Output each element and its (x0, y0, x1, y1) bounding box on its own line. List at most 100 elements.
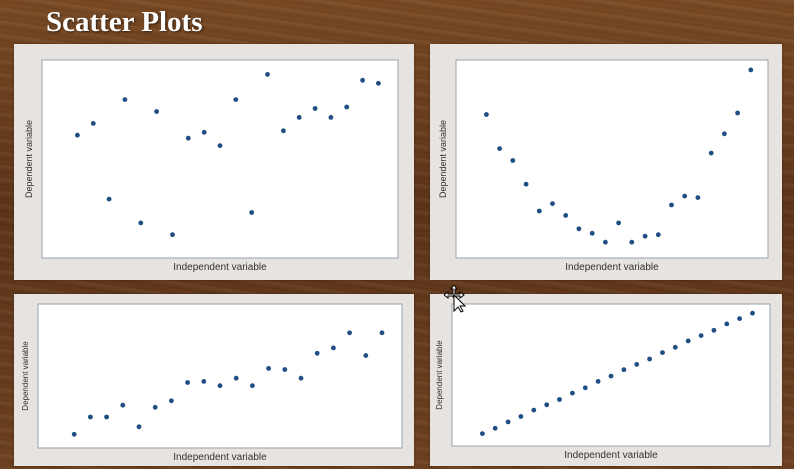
data-point (672, 344, 678, 350)
data-point (647, 356, 652, 362)
data-point (75, 132, 80, 138)
data-point (265, 72, 270, 77)
data-point (138, 220, 144, 226)
x-axis-label: Independent variable (565, 262, 659, 273)
data-point (106, 196, 112, 202)
data-point (152, 404, 158, 410)
data-point (363, 353, 369, 358)
data-point (544, 402, 550, 408)
data-point (518, 414, 524, 419)
data-point (201, 379, 207, 384)
data-point (748, 67, 754, 73)
data-point (480, 431, 485, 436)
data-point (557, 397, 562, 402)
data-point (331, 345, 336, 351)
scatter-chart: Independent variable Dependent variable (438, 59, 769, 273)
data-point (722, 131, 727, 137)
data-point (550, 201, 555, 207)
x-axis-label: Independent variable (564, 450, 658, 461)
data-point (360, 77, 365, 83)
data-point (595, 379, 601, 384)
data-point (484, 112, 489, 117)
data-point (497, 146, 502, 151)
data-point (122, 97, 128, 102)
data-point (576, 226, 582, 232)
data-point (154, 109, 160, 114)
data-point (281, 128, 286, 134)
y-axis-label: Dependent variable (438, 120, 448, 198)
data-point (379, 330, 385, 336)
data-point (90, 121, 96, 126)
data-point (217, 383, 223, 389)
plot-area (41, 59, 399, 259)
data-point (312, 106, 318, 111)
data-point (88, 414, 93, 420)
scatter-panel-moderate-linear: Independent variable Dependent variable (14, 294, 414, 466)
data-point (711, 327, 717, 333)
data-point (344, 104, 350, 110)
data-point (629, 239, 635, 245)
data-point (642, 233, 648, 239)
data-point (698, 333, 704, 338)
scatter-panel-random: Independent variable Dependent variable (14, 44, 414, 280)
scatter-panel-perfect-linear: Independent variable Dependent variable (430, 294, 782, 466)
data-point (655, 232, 661, 238)
data-point (616, 220, 621, 226)
slide-title: Scatter Plots (46, 6, 203, 38)
data-point (185, 135, 191, 141)
data-point (296, 115, 302, 120)
y-axis-label: Dependent variable (21, 341, 30, 411)
data-point (608, 373, 614, 379)
data-point (536, 208, 542, 214)
data-point (570, 390, 575, 396)
data-point (201, 129, 207, 135)
data-point (328, 115, 334, 120)
data-point (750, 310, 755, 316)
scatter-chart: Independent variable Dependent variable (21, 303, 403, 463)
scatter-chart: Independent variable Dependent variable (435, 303, 771, 461)
data-point (660, 350, 665, 355)
data-point (217, 143, 223, 148)
data-point (492, 425, 498, 431)
data-point (120, 402, 126, 408)
data-point (582, 385, 588, 391)
scatter-panel-quadratic: Independent variable Dependent variable (430, 44, 782, 280)
data-point (266, 366, 271, 371)
plot-area (455, 59, 769, 259)
data-point (233, 97, 239, 102)
data-point (563, 213, 569, 218)
data-point (603, 239, 608, 245)
data-point (724, 321, 730, 327)
data-point (695, 195, 701, 201)
data-point (735, 110, 740, 116)
data-point (250, 383, 255, 389)
data-point (298, 375, 304, 381)
data-point (233, 375, 239, 381)
data-point (621, 367, 627, 373)
data-point (314, 350, 320, 356)
data-point (589, 230, 595, 236)
data-point (685, 338, 691, 344)
x-axis-label: Independent variable (173, 452, 267, 463)
data-point (634, 362, 640, 367)
data-point (669, 202, 674, 208)
data-point (523, 181, 529, 187)
data-point (682, 193, 688, 199)
data-point (376, 80, 381, 86)
data-point (282, 367, 288, 372)
data-point (249, 210, 255, 215)
data-point (104, 414, 109, 420)
data-point (531, 407, 537, 413)
y-axis-label: Dependent variable (435, 340, 444, 410)
data-point (170, 232, 175, 238)
data-point (505, 419, 511, 425)
data-point (169, 398, 174, 404)
data-point (71, 431, 77, 437)
data-point (737, 316, 742, 321)
data-point (708, 150, 714, 156)
plot-area (37, 303, 403, 449)
x-axis-label: Independent variable (173, 262, 267, 273)
y-axis-label: Dependent variable (24, 120, 34, 198)
data-point (185, 380, 191, 385)
data-point (136, 424, 142, 430)
